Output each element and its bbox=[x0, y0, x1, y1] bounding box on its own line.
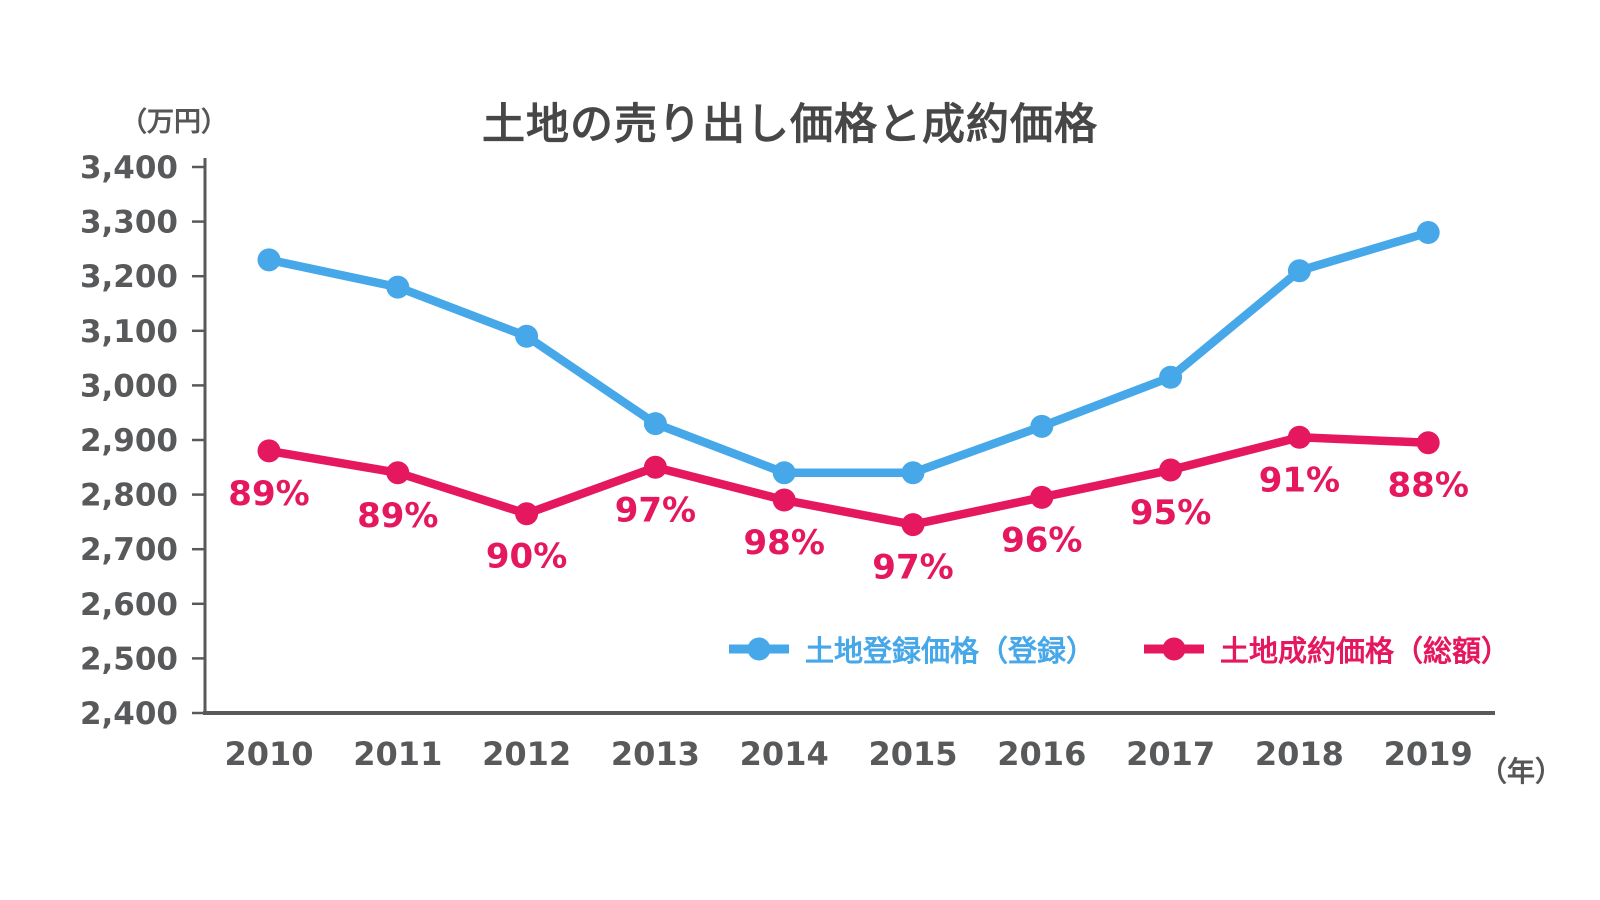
data-point bbox=[1159, 365, 1183, 389]
y-tick-label: 2,600 bbox=[80, 587, 178, 623]
data-point bbox=[643, 412, 667, 436]
y-tick-label: 3,300 bbox=[80, 205, 178, 241]
legend-item-contract: 土地成約価格（総額） bbox=[1141, 628, 1510, 670]
data-point bbox=[1287, 425, 1311, 449]
data-point bbox=[386, 275, 410, 299]
ratio-label: 95% bbox=[1130, 493, 1211, 533]
ratio-label: 97% bbox=[615, 490, 696, 530]
x-tick-label: 2016 bbox=[997, 735, 1086, 773]
ratio-label: 89% bbox=[357, 496, 438, 536]
legend-item-registered: 土地登録価格（登録） bbox=[726, 628, 1095, 670]
series-line-1 bbox=[264, 433, 1433, 529]
chart-title: 土地の売り出し価格と成約価格 bbox=[482, 100, 1098, 150]
data-point bbox=[1416, 221, 1440, 245]
y-tick-label: 2,900 bbox=[80, 423, 178, 459]
data-point bbox=[643, 455, 667, 479]
y-tick-label: 2,500 bbox=[80, 641, 178, 677]
ratio-label: 91% bbox=[1259, 460, 1340, 500]
data-point bbox=[1030, 414, 1054, 438]
ratio-label: 89% bbox=[228, 474, 309, 514]
ratio-label: 97% bbox=[872, 548, 953, 588]
data-point bbox=[1030, 485, 1054, 509]
ratio-label: 90% bbox=[486, 537, 567, 577]
data-point bbox=[1159, 458, 1183, 482]
x-tick-label: 2014 bbox=[740, 735, 829, 773]
y-tick-label: 3,000 bbox=[80, 368, 178, 404]
x-tick-label: 2017 bbox=[1126, 735, 1215, 773]
data-point bbox=[1416, 431, 1440, 455]
data-point bbox=[257, 439, 281, 463]
y-tick-label: 2,800 bbox=[80, 478, 178, 514]
legend-label-registered: 土地登録価格（登録） bbox=[805, 634, 1096, 668]
ratio-label: 88% bbox=[1388, 466, 1469, 506]
legend-label-contract: 土地成約価格（総額） bbox=[1220, 634, 1511, 668]
data-point bbox=[515, 324, 539, 348]
y-tick-label: 2,700 bbox=[80, 532, 178, 568]
data-point bbox=[515, 502, 539, 526]
data-point bbox=[772, 461, 796, 485]
x-tick-label: 2015 bbox=[868, 735, 957, 773]
x-tick-label: 2011 bbox=[353, 735, 442, 773]
x-tick-label: 2018 bbox=[1255, 735, 1344, 773]
y-axis-unit-label: （万円） bbox=[120, 107, 228, 138]
y-tick-label: 3,100 bbox=[80, 314, 178, 350]
data-point bbox=[386, 461, 410, 485]
x-axis-unit-label: （年） bbox=[1479, 755, 1564, 788]
data-point bbox=[1287, 259, 1311, 283]
y-tick-label: 3,400 bbox=[80, 150, 178, 186]
data-point bbox=[901, 461, 925, 485]
x-tick-label: 2013 bbox=[611, 735, 700, 773]
ratio-label: 96% bbox=[1001, 520, 1082, 560]
legend: 土地登録価格（登録） 土地成約価格（総額） bbox=[726, 628, 1510, 670]
data-point bbox=[772, 488, 796, 512]
legend-marker-registered-icon bbox=[729, 637, 789, 661]
data-point bbox=[901, 513, 925, 537]
x-tick-label: 2012 bbox=[482, 735, 571, 773]
x-tick-label: 2010 bbox=[224, 735, 313, 773]
x-tick-label: 2019 bbox=[1384, 735, 1473, 773]
data-point bbox=[257, 248, 281, 272]
y-tick-label: 2,400 bbox=[80, 696, 178, 732]
series-line-0 bbox=[264, 228, 1433, 478]
y-tick-label: 3,200 bbox=[80, 259, 178, 295]
legend-marker-contract-icon bbox=[1144, 637, 1205, 661]
ratio-label: 98% bbox=[744, 523, 825, 563]
